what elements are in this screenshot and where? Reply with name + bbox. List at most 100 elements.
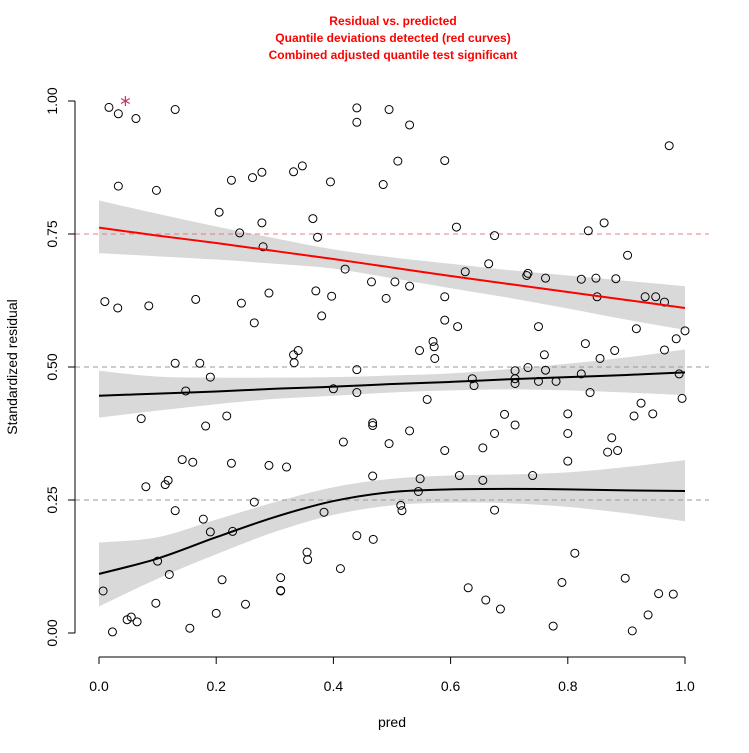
- data-point: [198, 514, 208, 524]
- x-tick-label: 0.6: [441, 678, 461, 694]
- data-point: [668, 589, 678, 599]
- data-point: [563, 429, 573, 438]
- data-point: [131, 114, 141, 124]
- confidence-bands: [99, 200, 685, 607]
- x-axis-label: pred: [378, 714, 406, 730]
- data-point: [659, 345, 669, 355]
- data-point: [335, 564, 345, 574]
- data-point: [599, 218, 609, 228]
- data-point: [539, 350, 549, 360]
- data-point: [440, 446, 450, 456]
- data-point: [163, 475, 173, 485]
- data-point: [164, 569, 174, 579]
- data-point: [327, 291, 337, 301]
- y-tick-label: 0.75: [44, 220, 60, 247]
- data-point: [405, 281, 415, 291]
- data-point: [595, 353, 605, 363]
- data-point: [541, 273, 551, 283]
- data-point: [563, 409, 573, 419]
- data-point: [396, 500, 406, 510]
- data-point: [478, 475, 488, 485]
- data-point: [293, 346, 303, 356]
- data-point: [302, 547, 312, 557]
- data-point: [211, 608, 221, 618]
- data-point: [338, 437, 348, 447]
- data-point: [640, 292, 650, 302]
- data-point: [368, 421, 378, 431]
- chart-title-line-3: Combined adjusted quantile test signific…: [269, 48, 518, 62]
- data-point: [340, 264, 350, 274]
- data-point: [368, 418, 378, 428]
- data-point: [523, 363, 533, 373]
- data-point: [297, 161, 307, 171]
- data-point: [241, 599, 250, 609]
- data-point: [276, 573, 286, 583]
- data-point: [460, 267, 470, 277]
- data-point: [141, 482, 151, 492]
- axes: 0.0 0.2 0.4 0.6 0.8 1.0 0.00 0.25 0.50 0.75 1.00: [44, 87, 695, 694]
- data-point: [185, 623, 195, 633]
- data-point: [429, 342, 439, 352]
- quantile-curve-0.25: [98, 487, 686, 575]
- data-point: [226, 175, 236, 185]
- data-point: [366, 277, 376, 287]
- data-point: [440, 292, 450, 302]
- data-point: [249, 497, 259, 507]
- data-point: [170, 506, 180, 516]
- data-point: [170, 105, 180, 115]
- data-point: [170, 358, 180, 368]
- data-point: [352, 365, 362, 375]
- data-point: [368, 471, 378, 481]
- data-point: [126, 612, 136, 622]
- data-point: [226, 458, 236, 468]
- data-point: [113, 109, 123, 119]
- data-point: [440, 315, 450, 325]
- data-point: [674, 369, 684, 379]
- data-point: [510, 420, 520, 430]
- data-point: [603, 447, 613, 457]
- data-point: [236, 298, 246, 308]
- y-tick-label: 1.00: [44, 87, 60, 114]
- data-point: [576, 274, 586, 284]
- data-point: [585, 388, 595, 398]
- quantile-curve-0.75: [98, 226, 686, 309]
- data-point: [671, 334, 681, 344]
- data-point: [276, 586, 286, 596]
- data-point: [188, 457, 198, 467]
- data-point: [467, 374, 477, 384]
- data-point: [205, 372, 215, 382]
- data-point: [352, 103, 362, 113]
- data-point: [570, 548, 580, 558]
- data-point: [583, 226, 593, 236]
- data-point: [352, 117, 362, 127]
- data-point: [151, 598, 161, 608]
- data-point: [490, 505, 500, 515]
- data-point: [311, 286, 321, 296]
- data-point: [289, 167, 299, 177]
- data-point: [201, 421, 211, 431]
- data-point: [222, 411, 232, 421]
- data-point: [523, 268, 533, 278]
- data-point: [534, 322, 543, 332]
- data-point: [611, 274, 621, 284]
- data-point: [478, 443, 488, 453]
- data-point: [453, 322, 463, 332]
- data-point: [107, 627, 117, 637]
- data-point: [153, 556, 163, 566]
- data-point: [381, 293, 391, 303]
- data-point: [677, 393, 687, 403]
- data-point: [541, 365, 551, 375]
- data-point: [308, 214, 318, 224]
- data-point: [325, 177, 335, 187]
- data-point: [214, 207, 224, 217]
- data-point: [248, 173, 258, 183]
- data-point: [235, 228, 245, 238]
- data-point: [405, 426, 415, 436]
- data-point: [610, 346, 620, 356]
- data-point: [481, 595, 491, 605]
- data-point: [228, 526, 238, 536]
- data-point: [680, 326, 690, 336]
- data-point: [490, 231, 500, 241]
- data-point: [563, 456, 573, 466]
- data-point: [415, 346, 425, 356]
